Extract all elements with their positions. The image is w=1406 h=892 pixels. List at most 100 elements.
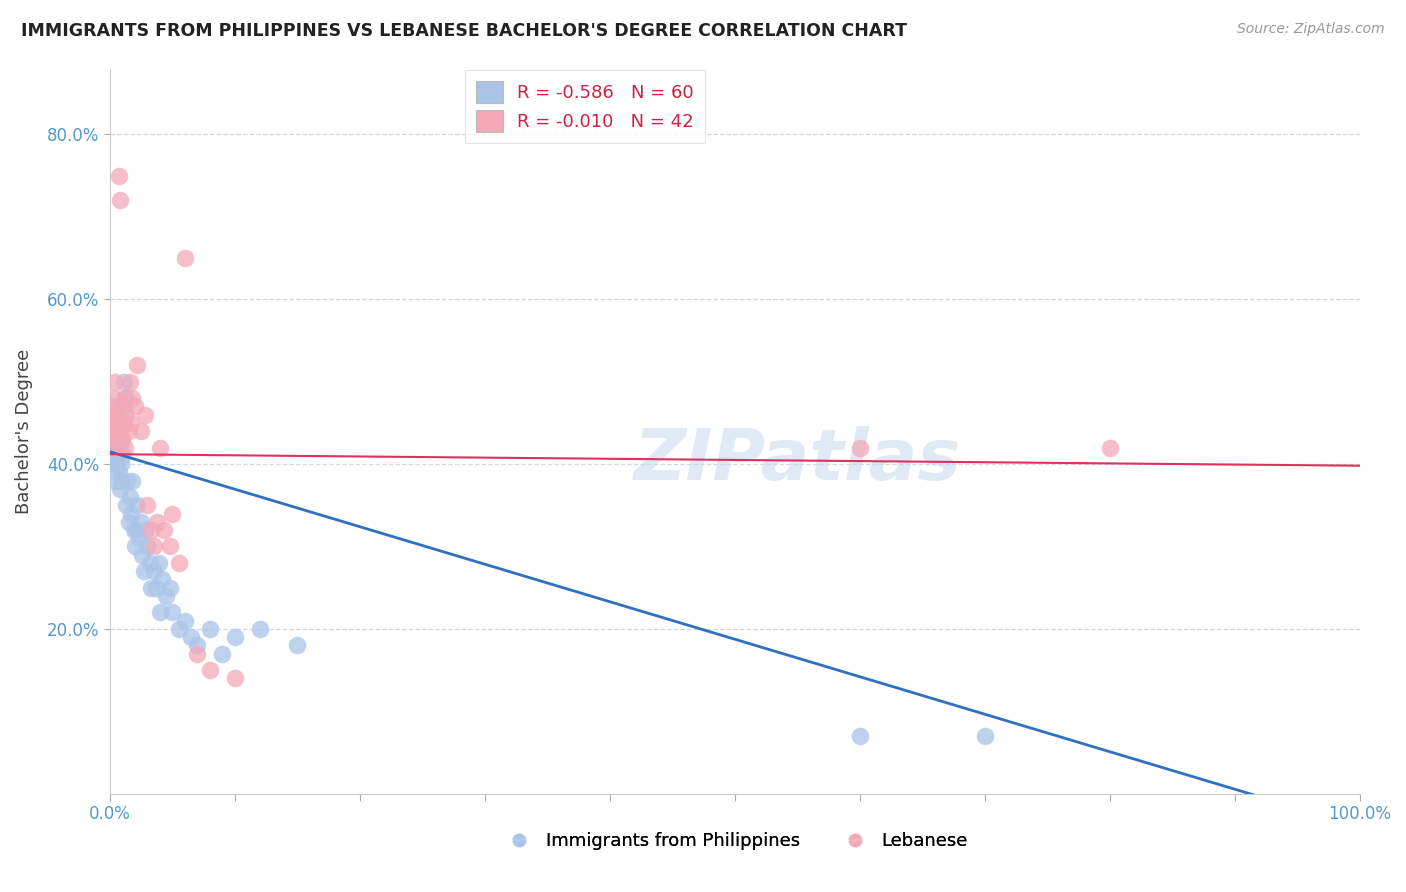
Point [167, 622, 190, 636]
Text: ZIPatlas: ZIPatlas [634, 425, 960, 494]
Point [249, 622, 271, 636]
Point [111, 449, 134, 463]
Point [152, 523, 174, 537]
Point [149, 441, 172, 455]
Point [111, 433, 134, 447]
Point [150, 573, 173, 587]
Point [104, 457, 127, 471]
Point [112, 375, 135, 389]
Point [118, 375, 141, 389]
Point [110, 457, 132, 471]
Point [198, 622, 221, 636]
Point [198, 663, 221, 677]
Point [105, 441, 128, 455]
Point [115, 408, 138, 422]
Point [162, 507, 184, 521]
Point [180, 630, 202, 644]
Point [224, 671, 246, 685]
Point [120, 507, 142, 521]
Point [115, 498, 138, 512]
Point [105, 457, 128, 471]
Point [105, 424, 128, 438]
Point [103, 449, 125, 463]
Point [105, 474, 128, 488]
Point [110, 400, 132, 414]
Point [104, 416, 127, 430]
Point [108, 424, 131, 438]
Point [167, 556, 190, 570]
Point [105, 449, 128, 463]
Text: Source: ZipAtlas.com: Source: ZipAtlas.com [1237, 22, 1385, 37]
Point [103, 433, 125, 447]
Point [120, 416, 142, 430]
Point [111, 416, 134, 430]
Point [117, 424, 139, 438]
Point [125, 523, 148, 537]
Point [107, 424, 129, 438]
Point [108, 441, 131, 455]
Point [105, 408, 128, 422]
Point [114, 441, 136, 455]
Point [107, 465, 129, 479]
Point [121, 474, 143, 488]
Point [112, 391, 135, 405]
Point [159, 581, 181, 595]
Point [139, 523, 162, 537]
Point [117, 474, 139, 488]
Point [114, 400, 136, 414]
Point [134, 408, 156, 422]
Point [159, 540, 181, 554]
Point [848, 441, 870, 455]
Point [103, 433, 125, 447]
Point [104, 391, 127, 405]
Point [848, 729, 870, 743]
Point [149, 606, 172, 620]
Point [148, 556, 170, 570]
Point [155, 589, 177, 603]
Point [134, 523, 156, 537]
Point [127, 498, 149, 512]
Point [139, 556, 162, 570]
Point [105, 433, 128, 447]
Point [108, 194, 131, 208]
Point [146, 515, 169, 529]
Point [124, 540, 146, 554]
Point [118, 490, 141, 504]
Point [128, 531, 150, 545]
Point [108, 482, 131, 496]
Point [173, 614, 195, 628]
Point [173, 251, 195, 265]
Point [973, 729, 995, 743]
Legend: Immigrants from Philippines, Lebanese: Immigrants from Philippines, Lebanese [494, 825, 976, 857]
Point [129, 424, 152, 438]
Point [112, 416, 135, 430]
Point [186, 638, 208, 652]
Point [136, 498, 159, 512]
Point [211, 647, 233, 661]
Point [105, 416, 128, 430]
Point [1098, 441, 1121, 455]
Point [101, 424, 124, 438]
Point [122, 523, 145, 537]
Point [124, 400, 146, 414]
Point [145, 581, 167, 595]
Point [117, 515, 139, 529]
Point [285, 638, 308, 652]
Point [224, 630, 246, 644]
Point [142, 564, 165, 578]
Point [110, 474, 132, 488]
Point [100, 441, 122, 455]
Point [142, 540, 165, 554]
Point [129, 515, 152, 529]
Y-axis label: Bachelor's Degree: Bachelor's Degree [15, 349, 32, 514]
Point [121, 391, 143, 405]
Point [104, 375, 127, 389]
Point [136, 540, 159, 554]
Point [111, 433, 134, 447]
Point [103, 408, 125, 422]
Point [132, 564, 155, 578]
Point [186, 647, 208, 661]
Point [162, 606, 184, 620]
Text: IMMIGRANTS FROM PHILIPPINES VS LEBANESE BACHELOR'S DEGREE CORRELATION CHART: IMMIGRANTS FROM PHILIPPINES VS LEBANESE … [21, 22, 907, 40]
Point [100, 400, 122, 414]
